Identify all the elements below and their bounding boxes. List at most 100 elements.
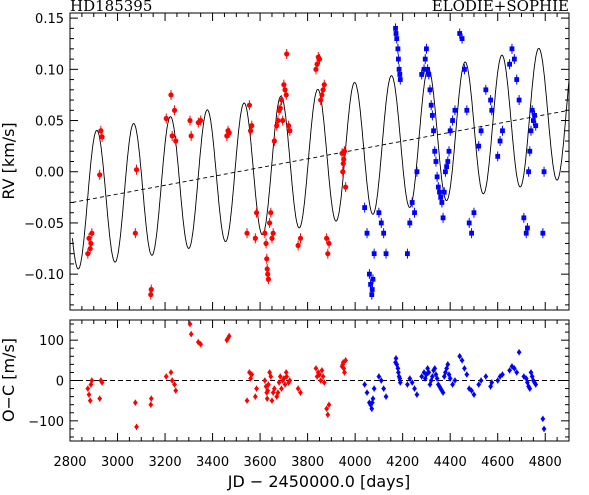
- elodie-point: [270, 230, 276, 236]
- elodie-point: [326, 401, 332, 408]
- sophie-point: [476, 143, 482, 149]
- sophie-point: [450, 381, 455, 388]
- elodie-point: [198, 117, 204, 124]
- sophie-point: [396, 66, 402, 72]
- sophie-point: [446, 371, 452, 378]
- sophie-point: [422, 56, 428, 62]
- elodie-point: [99, 134, 105, 140]
- sophie-point: [533, 123, 539, 129]
- sophie-point: [527, 148, 533, 154]
- sophie-point: [462, 66, 467, 72]
- elodie-point: [269, 397, 275, 404]
- sophie-point: [397, 375, 403, 382]
- sophie-point: [457, 353, 463, 360]
- elodie-point: [172, 381, 177, 388]
- elodie-point: [188, 133, 194, 139]
- elodie-point: [86, 391, 92, 398]
- elodie-point: [133, 167, 140, 173]
- elodie-point: [281, 82, 287, 88]
- elodie-point: [244, 397, 250, 404]
- elodie-point: [282, 381, 288, 388]
- elodie-point: [198, 341, 204, 348]
- sophie-point: [407, 375, 413, 382]
- x-tick-label: 3200: [149, 455, 182, 470]
- keplerian-model-curve: [71, 47, 569, 270]
- sophie-point: [407, 220, 413, 226]
- elodie-point: [246, 102, 253, 108]
- linear-trend-line: [72, 109, 569, 203]
- elodie-point: [169, 377, 175, 384]
- elodie-point: [280, 117, 286, 124]
- sophie-point: [507, 367, 512, 374]
- x-tick-label: 3600: [244, 455, 277, 470]
- elodie-point: [247, 128, 254, 134]
- sophie-point: [419, 373, 425, 380]
- x-axis-label: JD − 2450000.0 [days]: [227, 472, 410, 491]
- sophie-point: [464, 107, 470, 113]
- sophie-point: [525, 225, 530, 231]
- elodie-point: [326, 240, 332, 247]
- sophie-point: [478, 128, 484, 134]
- elodie-point: [264, 266, 270, 272]
- elodie-point: [225, 335, 231, 342]
- elodie-point: [98, 377, 104, 384]
- elodie-point: [171, 107, 178, 113]
- elodie-point: [132, 399, 138, 406]
- instrument-label: ELODIE+SOPHIE: [432, 0, 569, 15]
- elodie-point: [265, 271, 271, 277]
- sophie-point: [425, 66, 431, 72]
- elodie-point: [320, 373, 326, 380]
- sophie-point: [497, 138, 503, 144]
- elodie-point: [266, 381, 271, 388]
- elodie-point: [313, 365, 319, 372]
- sophie-point: [459, 36, 465, 42]
- sophie-point: [395, 369, 401, 376]
- elodie-point: [263, 240, 269, 247]
- elodie-point: [89, 377, 95, 384]
- elodie-point: [321, 82, 327, 88]
- elodie-point: [325, 411, 331, 418]
- rv-y-tick-label: −0.05: [24, 217, 64, 232]
- elodie-point: [269, 235, 275, 241]
- elodie-point: [278, 97, 285, 103]
- elodie-point: [271, 138, 277, 144]
- sophie-point: [394, 361, 400, 368]
- x-tick-label: 4600: [481, 455, 514, 470]
- sophie-point: [541, 425, 547, 432]
- sophie-point: [362, 205, 368, 210]
- sophie-point: [369, 405, 375, 412]
- elodie-point: [187, 117, 193, 124]
- elodie-point: [287, 128, 293, 134]
- sophie-point: [368, 281, 373, 287]
- sophie-point: [495, 153, 501, 159]
- sophie-point: [450, 118, 455, 123]
- elodie-point: [286, 123, 292, 129]
- sophie-point: [383, 251, 389, 257]
- elodie-point: [275, 117, 281, 124]
- elodie-point: [319, 367, 325, 374]
- sophie-point: [434, 375, 440, 382]
- elodie-point: [188, 331, 194, 338]
- sophie-point: [371, 385, 377, 392]
- elodie-point: [267, 220, 273, 226]
- sophie-point: [511, 56, 517, 62]
- elodie-point: [168, 92, 174, 98]
- sophie-point: [422, 375, 428, 382]
- elodie-point: [168, 369, 174, 376]
- sophie-point: [412, 385, 417, 392]
- sophie-point: [364, 230, 370, 236]
- sophie-point: [434, 174, 440, 180]
- elodie-point: [342, 369, 347, 376]
- x-tick-label: 4400: [434, 455, 467, 470]
- sophie-point: [376, 210, 382, 216]
- elodie-point: [253, 210, 260, 216]
- sophie-point: [427, 87, 433, 93]
- sophie-point: [367, 271, 372, 277]
- elodie-point: [295, 385, 301, 392]
- sophie-point: [452, 107, 458, 113]
- sophie-point: [509, 46, 515, 52]
- elodie-point: [134, 423, 139, 430]
- sophie-point: [500, 371, 505, 378]
- sophie-point: [437, 383, 442, 390]
- residual-y-tick-label: 100: [39, 334, 64, 349]
